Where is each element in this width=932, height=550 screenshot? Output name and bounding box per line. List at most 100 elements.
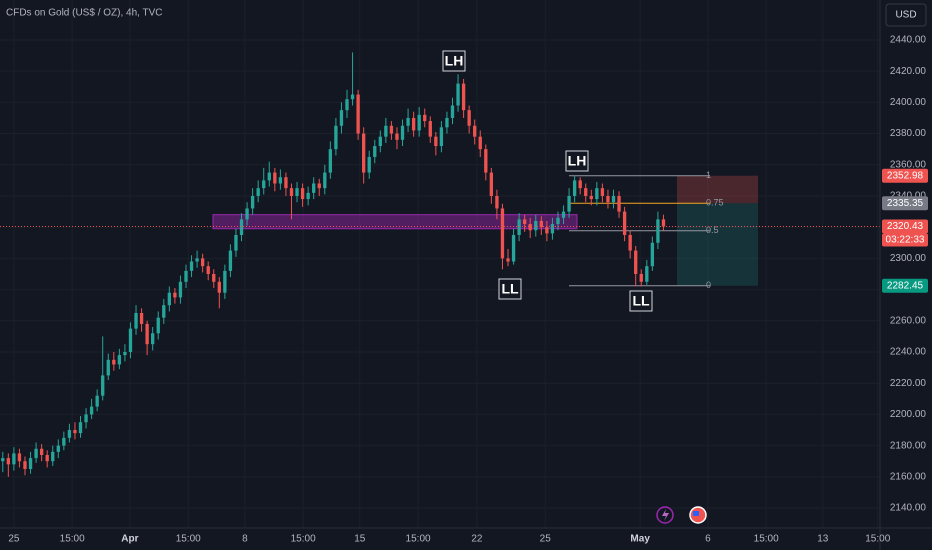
x-tick-label: 25 xyxy=(8,534,20,545)
y-tick-label: 2180.00 xyxy=(890,440,927,451)
candle-body xyxy=(467,110,471,126)
x-tick-label: 22 xyxy=(471,534,483,545)
candle-body xyxy=(356,94,360,134)
candle-body xyxy=(239,219,244,235)
candle-body xyxy=(34,448,38,459)
candle-body xyxy=(572,180,577,196)
candle-body xyxy=(495,195,499,209)
candle-body xyxy=(584,188,588,196)
candle-body xyxy=(56,445,60,452)
currency-button[interactable] xyxy=(885,3,927,27)
stop-zone xyxy=(677,175,758,204)
candle-body xyxy=(145,323,149,345)
candle-body xyxy=(600,188,605,196)
candle-body xyxy=(456,83,460,106)
x-tick-label: 15:00 xyxy=(176,534,201,545)
x-tick-label: 15:00 xyxy=(754,534,779,545)
fib-label: 0.75 xyxy=(706,198,724,208)
candle-body xyxy=(423,114,427,122)
candle-body xyxy=(534,220,538,231)
candle-body xyxy=(12,453,16,465)
chart-title: CFDs on Gold (US$ / OZ), 4h, TVC xyxy=(6,8,163,19)
annotation: LL xyxy=(632,293,650,309)
annotation: LL xyxy=(501,281,519,297)
candle-body xyxy=(345,99,349,111)
candle-body xyxy=(528,224,532,231)
candle-body xyxy=(511,234,516,262)
candle-body xyxy=(539,220,543,228)
candle-body xyxy=(611,195,616,203)
candle-body xyxy=(350,94,355,100)
candle-body xyxy=(67,430,72,438)
candle-body xyxy=(445,117,449,128)
stop-tag-label: 2352.98 xyxy=(887,170,924,181)
candle-body xyxy=(461,83,466,111)
candle-body xyxy=(489,172,494,196)
candle-body xyxy=(273,172,277,184)
countdown-tag xyxy=(882,233,928,247)
candle-body xyxy=(300,188,305,200)
x-tick-label: May xyxy=(630,534,650,545)
candle-body xyxy=(195,258,199,262)
candle-body xyxy=(561,211,566,218)
candle-body xyxy=(73,430,77,434)
candle-body xyxy=(645,266,649,282)
y-tick-label: 2380.00 xyxy=(890,128,927,139)
event-icon[interactable] xyxy=(656,506,674,524)
currency: USD xyxy=(895,10,916,21)
candle-body xyxy=(123,352,127,356)
x-tick-label: Apr xyxy=(121,534,138,545)
candle-body xyxy=(373,146,377,157)
candle-body xyxy=(478,136,482,150)
candle-body xyxy=(622,211,627,235)
annotation-box xyxy=(629,290,653,312)
candle-body xyxy=(656,219,660,243)
candle-body xyxy=(617,195,621,212)
annotation-box xyxy=(442,50,466,72)
candle-body xyxy=(411,117,416,131)
stop-tag xyxy=(882,168,928,183)
candle-body xyxy=(212,273,216,282)
candle-body xyxy=(567,195,571,212)
candle-body xyxy=(550,224,555,234)
annotation-box xyxy=(565,150,589,172)
candle-body xyxy=(634,250,638,274)
candle-body xyxy=(506,258,510,262)
candle-body xyxy=(200,258,205,267)
price-tag-label: 2320.43 xyxy=(887,221,924,232)
candle-body xyxy=(28,458,33,470)
candle-body xyxy=(17,453,22,462)
candle-body xyxy=(628,234,632,251)
candle-body xyxy=(650,242,655,267)
x-tick-label: 13 xyxy=(817,534,829,545)
y-tick-label: 2240.00 xyxy=(890,347,927,358)
candle-body xyxy=(178,281,183,298)
x-tick-label: 15:00 xyxy=(865,534,890,545)
candle-body xyxy=(500,208,505,259)
candle-body xyxy=(39,448,44,455)
candle-body xyxy=(328,149,333,173)
x-tick-label: 15 xyxy=(354,534,366,545)
x-tick-label: 25 xyxy=(540,534,552,545)
entry-tag xyxy=(882,196,928,211)
price-tag xyxy=(882,219,928,234)
target-tag-label: 2282.45 xyxy=(887,280,924,291)
candle-body xyxy=(267,172,271,181)
x-tick-label: 15:00 xyxy=(406,534,431,545)
candle-body xyxy=(128,328,133,352)
y-tick-label: 2340.00 xyxy=(890,191,927,202)
plot: 1 0.75 0.5 0 xyxy=(0,52,880,477)
y-tick-label: 2420.00 xyxy=(890,66,927,77)
price-axis xyxy=(880,0,932,550)
candle-body xyxy=(523,219,527,225)
candle-body xyxy=(250,195,255,209)
candle-body xyxy=(545,227,549,234)
candle-body xyxy=(556,217,560,225)
candle-body xyxy=(661,219,666,227)
candle-body xyxy=(323,172,327,189)
candle-body xyxy=(173,292,177,298)
candle-body xyxy=(228,250,233,271)
x-tick-label: 8 xyxy=(242,534,248,545)
y-tick-label: 2360.00 xyxy=(890,159,927,170)
